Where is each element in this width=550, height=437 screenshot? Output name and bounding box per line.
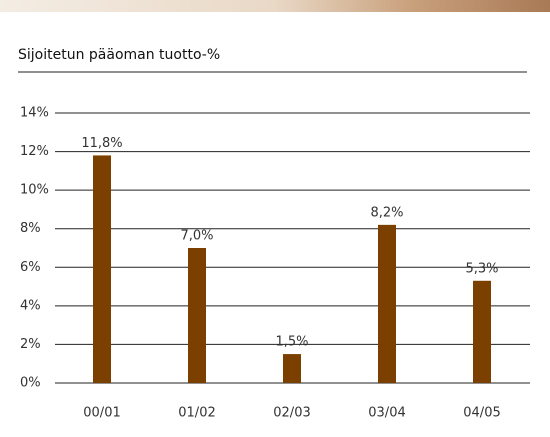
y-tick-label: 4% — [20, 298, 41, 313]
x-tick-label: 03/04 — [368, 406, 405, 421]
x-tick-label: 02/03 — [273, 406, 310, 421]
bar — [283, 354, 301, 383]
x-tick-label: 01/02 — [178, 406, 215, 421]
bar — [188, 248, 206, 383]
y-tick-label: 0% — [20, 376, 41, 391]
y-tick-label: 12% — [20, 144, 49, 159]
y-tick-label: 10% — [20, 183, 49, 198]
value-label: 8,2% — [370, 205, 403, 220]
x-tick-label: 00/01 — [83, 406, 120, 421]
x-tick-label: 04/05 — [463, 406, 500, 421]
y-tick-label: 14% — [20, 106, 49, 121]
chart-title: Sijoitetun pääoman tuotto-% — [18, 47, 220, 63]
header-photo — [0, 0, 550, 12]
value-label: 7,0% — [180, 229, 213, 244]
y-tick-label: 2% — [20, 337, 41, 352]
y-tick-label: 8% — [20, 221, 41, 236]
bar — [378, 224, 396, 383]
y-tick-label: 6% — [20, 260, 41, 275]
bar — [473, 280, 491, 383]
value-label: 11,8% — [81, 136, 122, 151]
value-label: 5,3% — [465, 261, 498, 276]
value-label: 1,5% — [275, 335, 308, 350]
bar — [93, 155, 111, 383]
